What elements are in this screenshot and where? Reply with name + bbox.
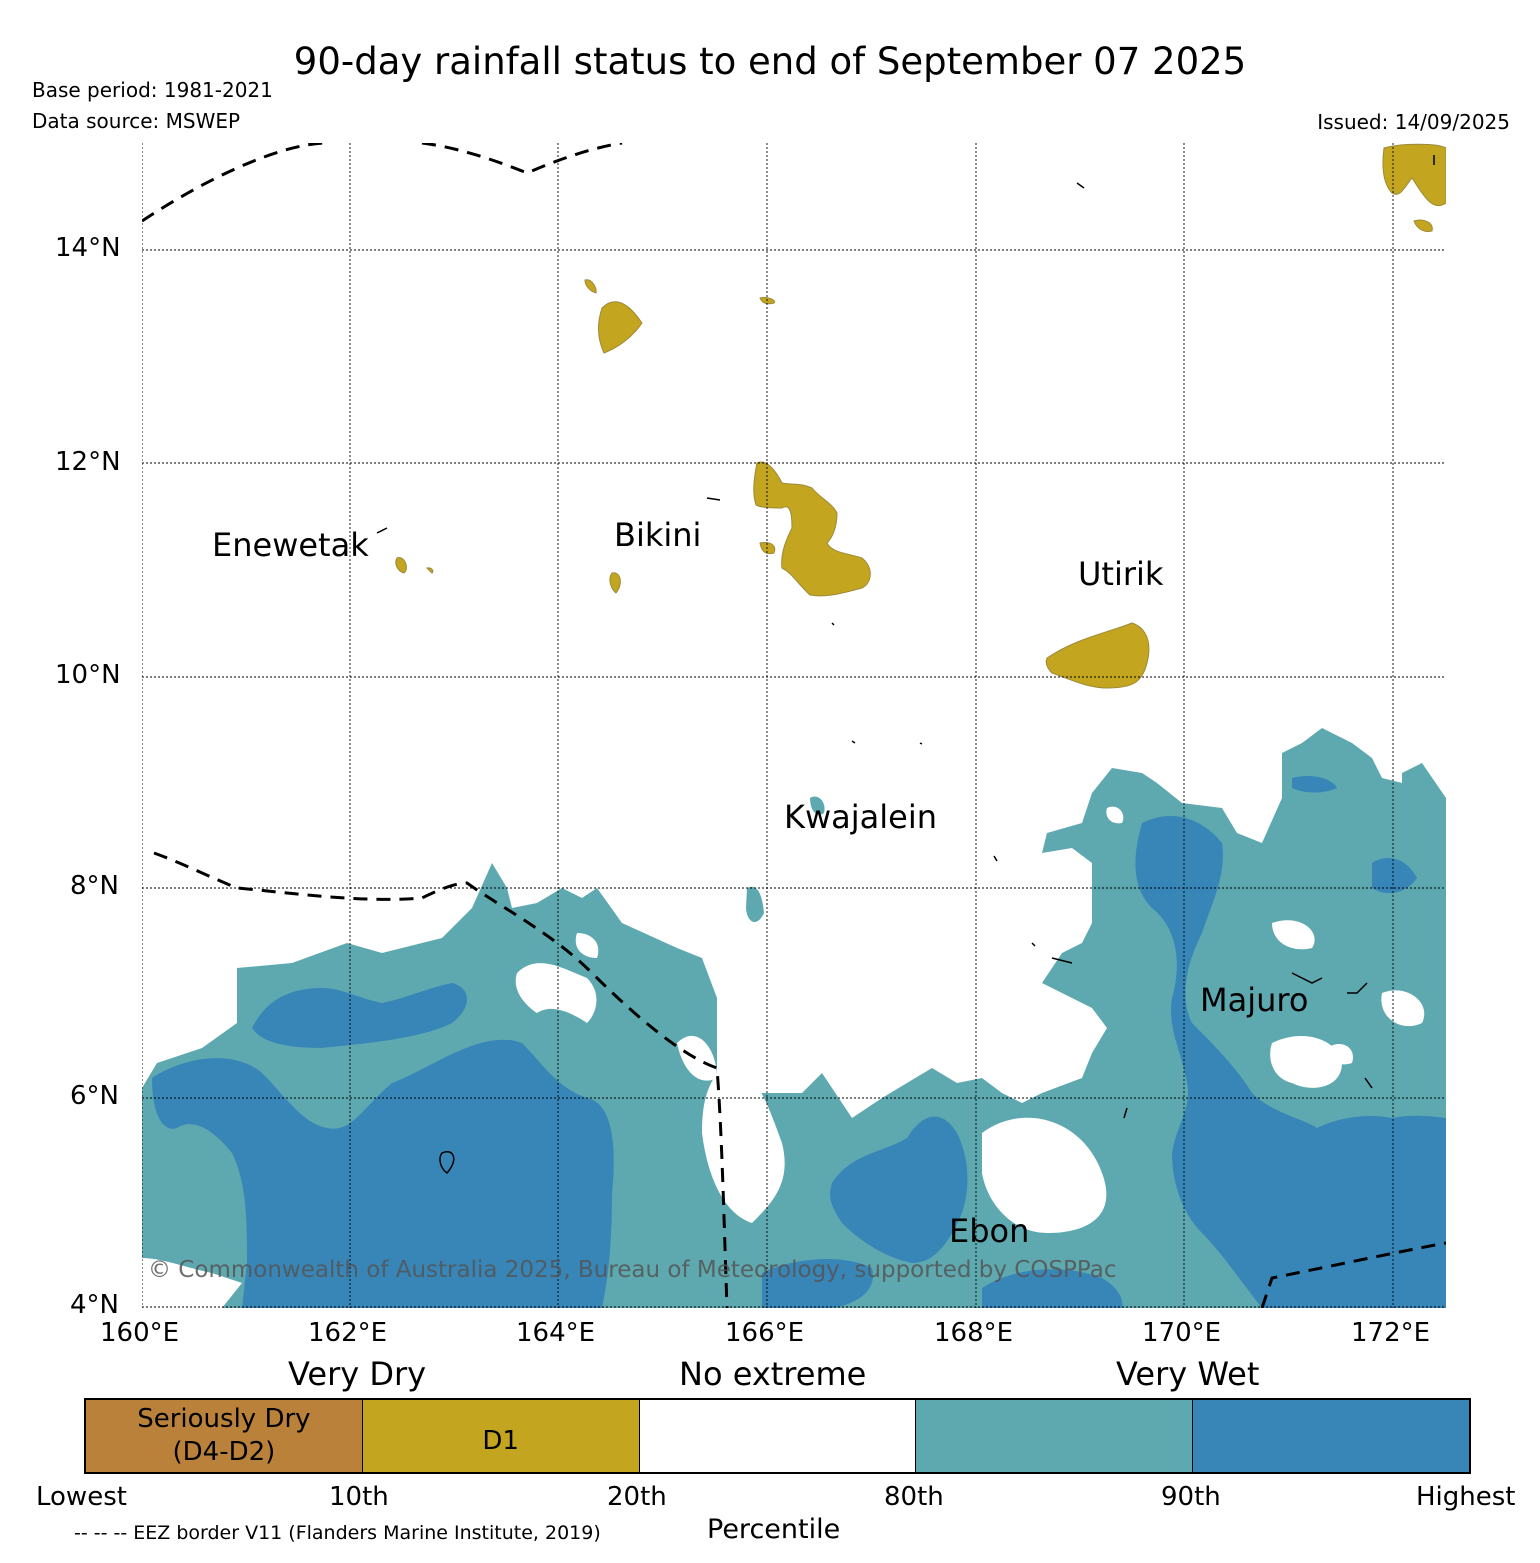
very-wet-90-plus-region [152, 776, 1446, 1308]
lat-label-4n: 4°N [70, 1290, 119, 1320]
lon-label-164e: 164°E [516, 1318, 596, 1348]
percentile-label-20th: 20th [607, 1482, 667, 1512]
legend-segment-d1: D1 [362, 1400, 640, 1472]
lat-label-14n: 14°N [55, 233, 121, 263]
legend-category-very-dry: Very Dry [288, 1355, 427, 1393]
lon-label-166e: 166°E [725, 1318, 805, 1348]
graticule [142, 143, 1446, 1308]
data-source-label: Data source: MSWEP [32, 109, 241, 133]
base-period-label: Base period: 1981-2021 [32, 78, 273, 102]
lon-label-162e: 162°E [308, 1318, 388, 1348]
island-coastlines [376, 155, 1435, 1175]
place-label-kwajalein: Kwajalein [784, 798, 937, 836]
lon-label-170e: 170°E [1142, 1318, 1222, 1348]
legend-category-no-extreme: No extreme [679, 1355, 867, 1393]
legend-segment-very-wet-80 [916, 1400, 1194, 1472]
legend-segment-sublabel: (D4-D2) [172, 1437, 276, 1467]
place-label-bikini: Bikini [614, 516, 701, 554]
very-wet-small-patches [746, 796, 825, 923]
lon-label-160e: 160°E [100, 1318, 180, 1348]
lon-label-168e: 168°E [934, 1318, 1014, 1348]
percentile-axis-title: Percentile [707, 1514, 841, 1545]
lon-label-172e: 172°E [1351, 1318, 1431, 1348]
legend-segment-very-wet-90 [1193, 1400, 1469, 1472]
eez-footnote: -- -- -- EEZ border V11 (Flanders Marine… [74, 1522, 601, 1544]
percentile-label-lowest: Lowest [36, 1482, 127, 1512]
map-title: 90-day rainfall status to end of Septemb… [293, 40, 1247, 83]
legend-segment-seriously-dry: Seriously Dry (D4-D2) [86, 1400, 363, 1472]
lat-label-6n: 6°N [70, 1081, 119, 1111]
rainfall-map: Enewetak Bikini Utirik Kwajalein Majuro … [142, 143, 1446, 1308]
lat-label-8n: 8°N [70, 871, 119, 901]
percentile-label-90th: 90th [1161, 1482, 1221, 1512]
place-label-majuro: Majuro [1200, 981, 1308, 1019]
legend-segment-no-extreme [639, 1400, 917, 1472]
legend-segment-label: D1 [482, 1426, 519, 1456]
legend-colorbar: Seriously Dry (D4-D2) D1 [84, 1398, 1471, 1474]
place-label-ebon: Ebon [949, 1212, 1029, 1250]
percentile-label-80th: 80th [884, 1482, 944, 1512]
place-label-enewetak: Enewetak [212, 526, 369, 564]
eez-border-lines [142, 143, 1446, 1308]
percentile-label-highest: Highest [1416, 1482, 1516, 1512]
issued-date-label: Issued: 14/09/2025 [1317, 110, 1510, 134]
lat-label-10n: 10°N [55, 660, 121, 690]
percentile-label-10th: 10th [329, 1482, 389, 1512]
legend-segment-label: Seriously Dry [137, 1404, 311, 1434]
lat-label-12n: 12°N [55, 447, 121, 477]
place-label-utirik: Utirik [1078, 555, 1164, 593]
d1-dry-region [395, 143, 1446, 689]
legend-category-very-wet: Very Wet [1116, 1355, 1260, 1393]
copyright-notice: © Commonwealth of Australia 2025, Bureau… [148, 1257, 1117, 1283]
